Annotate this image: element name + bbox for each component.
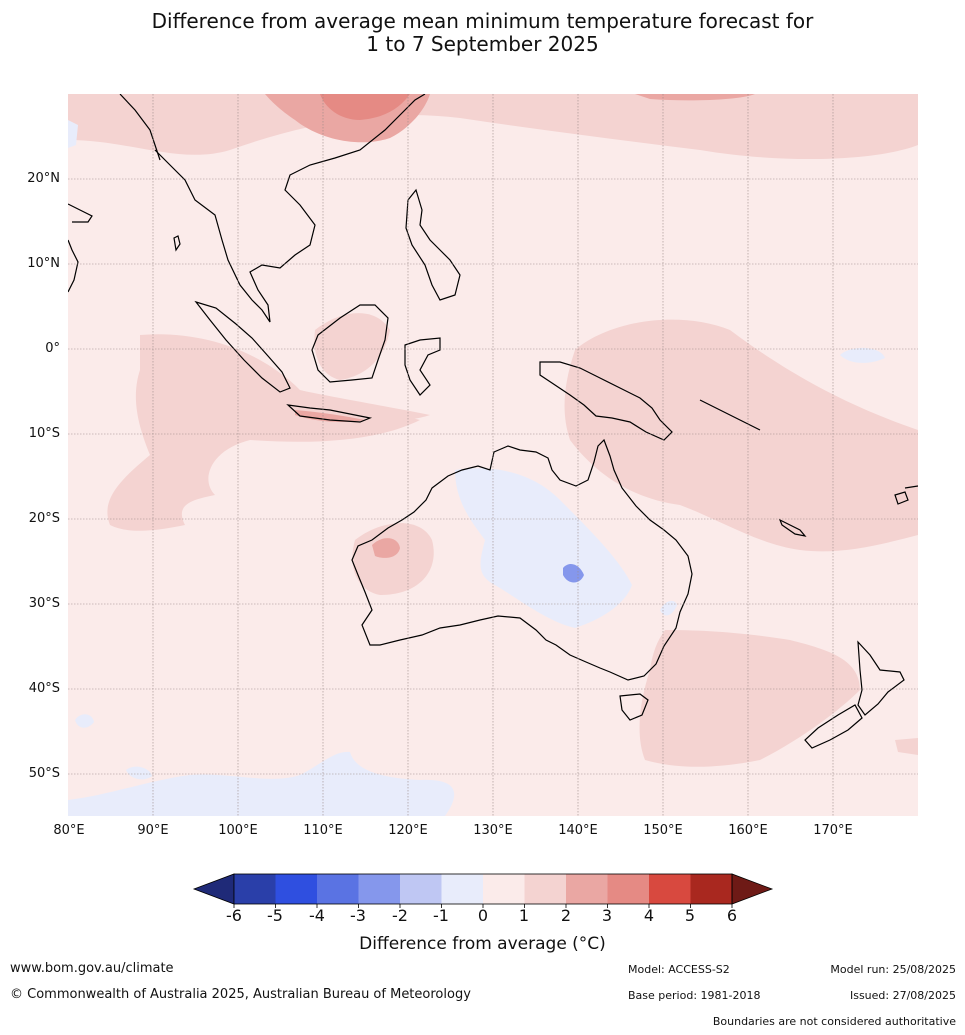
colorbar-label: Difference from average (°C) <box>359 934 606 954</box>
coastline-asia-mainland <box>68 94 426 323</box>
colorbar-segment <box>234 874 276 904</box>
colorbar-segment <box>607 874 650 904</box>
anomaly-region-pacific <box>564 319 918 552</box>
issued-text: Issued: 27/08/2025 <box>849 989 956 1002</box>
lon-label: 170°E <box>813 823 853 838</box>
colorbar-under-arrow <box>192 873 235 905</box>
colorbar <box>192 873 774 908</box>
colorbar-over-arrow <box>731 873 774 905</box>
coastline-tasmania <box>619 693 649 721</box>
colorbar-tick-label: -4 <box>309 906 325 925</box>
anomaly-region-southern-ocean <box>68 751 455 816</box>
colorbar-tick-label: 6 <box>726 906 738 925</box>
anomaly-region-java-strong <box>295 410 365 423</box>
colorbar-segment <box>483 874 525 904</box>
lat-label: 20°S <box>28 511 60 526</box>
colorbar-tick-label: -2 <box>392 906 408 925</box>
colorbar-segment <box>690 874 733 904</box>
lon-label: 100°E <box>218 823 258 838</box>
anomaly-region-western-australia <box>352 523 434 595</box>
anomaly-region-china-core <box>320 94 410 120</box>
coastline-java <box>286 404 373 423</box>
colorbar-tick-label: -1 <box>433 906 449 925</box>
coastline-new-zealand-north <box>857 640 905 716</box>
colorbar-segment <box>275 874 318 904</box>
copyright-text: © Commonwealth of Australia 2025, Austra… <box>10 987 471 1002</box>
lat-label: 30°S <box>28 596 60 611</box>
colorbar-segment <box>524 874 567 904</box>
coastline-arabia-india <box>68 94 161 223</box>
coastline-sulawesi <box>404 337 441 396</box>
lat-label: 0° <box>45 341 60 356</box>
coastline-fiji <box>894 485 918 505</box>
model-run-text: Model run: 25/08/2025 <box>830 963 956 976</box>
anomaly-region-tasman <box>639 630 860 767</box>
coastline-sri-lanka <box>173 235 181 252</box>
lon-label: 150°E <box>643 823 683 838</box>
lat-label: 50°S <box>28 766 60 781</box>
colorbar-segment <box>317 874 359 904</box>
base-period-text: Base period: 1981-2018 <box>628 989 761 1002</box>
colorbar-tick-label: 3 <box>601 906 613 925</box>
colorbar-tick-label: -5 <box>267 906 283 925</box>
colorbar-tick-label: 0 <box>477 906 489 925</box>
colorbar-tick-label: -6 <box>226 906 242 925</box>
title-line-2: 1 to 7 September 2025 <box>366 32 599 56</box>
anomaly-region-north-pacific <box>635 94 755 101</box>
lon-label: 80°E <box>53 823 85 838</box>
gridlines <box>68 94 918 816</box>
colorbar-segment <box>649 874 691 904</box>
colorbar-segment <box>400 874 442 904</box>
anomaly-region-sumatra-cool <box>68 120 78 148</box>
colorbar-segment <box>566 874 608 904</box>
anomaly-region-central-australia-core <box>563 564 584 583</box>
coastlines <box>68 94 918 749</box>
lat-label: 20°N <box>27 171 60 186</box>
colorbar-tick-label: 5 <box>684 906 696 925</box>
colorbar-tick-label: 2 <box>560 906 572 925</box>
anomaly-region-west-cool <box>75 714 94 728</box>
anomaly-region-wa-core <box>372 538 400 558</box>
colorbar-segment <box>441 874 484 904</box>
coastline-philippines <box>405 188 461 301</box>
anomaly-region-central-australia <box>455 468 632 628</box>
anomaly-region-western-indian-ocean <box>107 334 420 531</box>
colorbar-tick-label: -3 <box>350 906 366 925</box>
lat-label: 10°S <box>28 426 60 441</box>
title-line-1: Difference from average mean minimum tem… <box>151 9 814 33</box>
coastline-new-guinea <box>539 361 673 441</box>
colorbar-tick-label: 1 <box>518 906 530 925</box>
colorbar-segment <box>358 874 401 904</box>
lon-label: 160°E <box>728 823 768 838</box>
lon-label: 130°E <box>473 823 513 838</box>
map-area <box>68 94 918 816</box>
lat-label: 10°N <box>27 256 60 271</box>
coastline-sumatra <box>194 300 291 393</box>
boundaries-disclaimer: Boundaries are not considered authoritat… <box>712 1015 956 1028</box>
coastline-solomons <box>699 399 807 537</box>
website-text: www.bom.gov.au/climate <box>10 961 174 976</box>
lon-label: 140°E <box>558 823 598 838</box>
coastline-new-zealand-south <box>804 704 863 749</box>
lon-label: 110°E <box>303 823 343 838</box>
coastline-australia <box>351 438 693 681</box>
coastline-borneo <box>311 304 389 383</box>
anomaly-region-southwest-cool <box>126 766 152 780</box>
colorbar-tick-label: 4 <box>643 906 655 925</box>
model-text: Model: ACCESS-S2 <box>628 963 730 976</box>
lon-label: 120°E <box>388 823 428 838</box>
lat-label: 40°S <box>28 681 60 696</box>
lon-label: 90°E <box>137 823 169 838</box>
anomaly-region-nz-east <box>895 738 918 755</box>
anomaly-region-tasmania-cool <box>660 600 677 616</box>
anomaly-region-borneo <box>314 313 390 380</box>
map-title: Difference from average mean minimum tem… <box>0 10 965 56</box>
anomaly-region-pacific-cool <box>840 347 885 363</box>
anomaly-region-north <box>68 94 918 160</box>
